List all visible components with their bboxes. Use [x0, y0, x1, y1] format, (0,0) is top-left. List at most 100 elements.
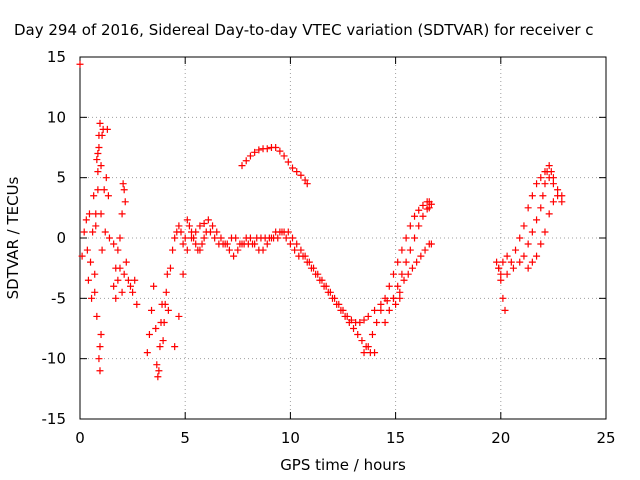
data-point — [499, 258, 507, 266]
data-point — [549, 180, 557, 188]
data-point — [417, 252, 425, 260]
data-point — [90, 192, 98, 200]
data-point — [284, 228, 292, 236]
data-point — [124, 276, 132, 284]
data-point — [95, 355, 103, 363]
data-point — [524, 240, 532, 248]
data-point — [326, 288, 334, 296]
data-point — [93, 312, 101, 320]
data-point — [406, 222, 414, 230]
data-point — [213, 228, 221, 236]
data-point — [116, 264, 124, 272]
data-point — [541, 228, 549, 236]
data-point — [385, 282, 393, 290]
data-point — [152, 325, 160, 332]
data-point — [230, 252, 238, 260]
data-point — [225, 246, 233, 254]
data-point — [92, 222, 100, 230]
data-point — [389, 294, 397, 302]
data-point — [381, 294, 389, 302]
data-point — [537, 204, 545, 212]
y-tick-label: -10 — [42, 350, 67, 368]
data-point — [160, 318, 168, 326]
data-point — [114, 276, 122, 284]
data-point — [85, 210, 93, 218]
data-point — [364, 343, 372, 351]
y-tick-label: -5 — [51, 289, 66, 307]
data-point — [415, 222, 423, 230]
data-point — [116, 234, 124, 242]
data-point — [356, 318, 364, 326]
data-point — [371, 349, 379, 357]
data-point — [549, 198, 557, 206]
data-point — [91, 288, 99, 296]
data-point — [509, 264, 517, 272]
data-point — [335, 300, 343, 308]
data-point — [131, 276, 139, 284]
data-point — [105, 234, 113, 242]
data-point — [96, 343, 104, 351]
data-point — [558, 198, 566, 206]
data-point — [297, 246, 305, 254]
data-point — [183, 246, 191, 254]
data-point — [89, 228, 97, 236]
data-point — [118, 210, 126, 218]
data-point — [255, 146, 263, 154]
data-point — [91, 270, 99, 278]
data-point — [524, 204, 532, 212]
data-point — [196, 222, 204, 230]
data-point — [177, 228, 185, 236]
data-point — [96, 119, 104, 127]
data-point — [94, 168, 102, 176]
data-point — [533, 216, 541, 224]
data-point — [217, 234, 225, 242]
data-point — [159, 337, 167, 345]
data-point — [539, 192, 547, 200]
data-point — [118, 288, 126, 296]
data-point — [402, 258, 410, 266]
data-point — [78, 252, 86, 260]
data-point — [97, 162, 105, 170]
data-point — [360, 316, 368, 324]
data-point — [129, 288, 137, 296]
data-point — [238, 240, 246, 248]
data-point — [495, 264, 503, 272]
data-point — [318, 276, 326, 284]
data-point — [497, 276, 505, 284]
data-point — [533, 180, 541, 188]
data-point — [427, 200, 435, 208]
data-point — [293, 240, 301, 248]
data-point — [97, 331, 105, 339]
data-point — [427, 240, 435, 248]
data-point — [126, 282, 134, 290]
data-point — [314, 270, 322, 278]
data-point — [493, 258, 501, 266]
data-point — [389, 270, 397, 278]
data-point — [162, 288, 170, 296]
data-point — [175, 312, 183, 320]
data-point — [198, 240, 206, 248]
data-point — [503, 270, 511, 278]
data-point — [221, 240, 229, 248]
data-point — [163, 270, 171, 278]
data-point — [360, 349, 368, 357]
data-point — [102, 174, 110, 182]
data-point — [358, 337, 366, 345]
data-point — [343, 312, 351, 320]
data-point — [263, 240, 271, 248]
data-point — [545, 162, 553, 170]
data-point — [104, 192, 112, 200]
data-point — [192, 240, 200, 248]
data-point — [413, 258, 421, 266]
data-point — [169, 246, 177, 254]
data-point — [164, 306, 172, 314]
data-point — [368, 331, 376, 339]
data-point — [150, 282, 158, 290]
data-point — [251, 148, 259, 156]
data-point — [153, 361, 161, 369]
data-point — [200, 234, 208, 242]
data-point — [284, 158, 292, 166]
data-point — [421, 246, 429, 254]
data-point — [516, 234, 524, 242]
